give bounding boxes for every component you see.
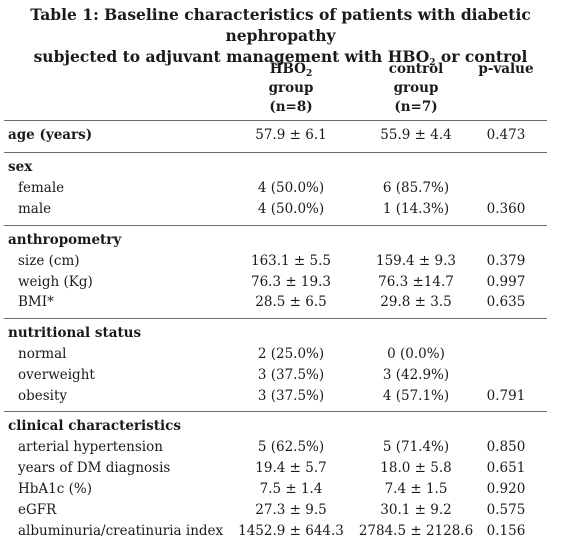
row-label: age (years) [8, 127, 93, 143]
table-row: obesity 3 (37.5%) 4 (57.1%) 0.791 [0, 386, 561, 407]
header-control-line2: group [393, 80, 439, 96]
p-value: 0.997 [486, 274, 526, 290]
table-title: Table 1: Baseline characteristics of pat… [0, 4, 561, 68]
control-value: 0 (0.0%) [387, 346, 445, 362]
hbo-value: 4 (50.0%) [257, 201, 325, 217]
header-hbo-line1: HBO2 [238, 60, 344, 79]
table-section-header: nutritional status [0, 323, 561, 344]
table-section-header: clinical characteristics [0, 416, 561, 437]
title-subscript: 2 [429, 58, 436, 68]
header-control-group: control group (n=7) [356, 60, 476, 117]
control-value: 4 (57.1%) [382, 388, 450, 404]
table-divider [4, 225, 547, 226]
row-label: eGFR [18, 502, 57, 518]
table-row: years of DM diagnosis 19.4 ± 5.7 18.0 ± … [0, 458, 561, 479]
hbo-value: 27.3 ± 9.5 [255, 502, 327, 518]
p-value: 0.379 [486, 253, 526, 269]
section-label: clinical characteristics [8, 418, 181, 434]
hbo-value: 2 (25.0%) [257, 346, 325, 362]
header-hbo-text: HBO [269, 61, 306, 77]
header-hbo-subscript: 2 [305, 69, 313, 79]
header-hbo-line3: (n=8) [269, 99, 313, 115]
section-label: nutritional status [8, 325, 142, 341]
control-value: 3 (42.9%) [382, 367, 450, 383]
hbo-value: 28.5 ± 6.5 [255, 294, 327, 310]
table-row: normal 2 (25.0%) 0 (0.0%) [0, 344, 561, 365]
p-value: 0.850 [486, 439, 526, 455]
table-row: BMI* 28.5 ± 6.5 29.8 ± 3.5 0.635 [0, 292, 561, 313]
table-divider [4, 152, 547, 153]
table-row: male 4 (50.0%) 1 (14.3%) 0.360 [0, 199, 561, 220]
table-row: weigh (Kg) 76.3 ± 19.3 76.3 ±14.7 0.997 [0, 272, 561, 293]
row-label: obesity [18, 388, 68, 404]
p-value: 0.575 [486, 502, 526, 518]
table-row: HbA1c (%) 7.5 ± 1.4 7.4 ± 1.5 0.920 [0, 479, 561, 500]
p-value: 0.635 [486, 294, 526, 310]
hbo-value: 19.4 ± 5.7 [255, 460, 327, 476]
table-row: size (cm) 163.1 ± 5.5 159.4 ± 9.3 0.379 [0, 251, 561, 272]
hbo-value: 3 (37.5%) [257, 388, 325, 404]
p-value: 0.651 [486, 460, 526, 476]
table-row: overweight 3 (37.5%) 3 (42.9%) [0, 365, 561, 386]
hbo-value: 5 (62.5%) [257, 439, 325, 455]
hbo-value: 76.3 ± 19.3 [250, 274, 331, 290]
row-label: HbA1c (%) [18, 481, 92, 497]
table-divider [4, 411, 547, 412]
table-divider [4, 120, 547, 121]
row-label: female [18, 180, 65, 196]
control-value: 55.9 ± 4.4 [380, 127, 452, 143]
header-control-line3: (n=7) [394, 99, 438, 115]
header-hbo-line2: group [268, 80, 314, 96]
control-value: 7.4 ± 1.5 [384, 481, 448, 497]
control-value: 30.1 ± 9.2 [380, 502, 452, 518]
p-value: 0.156 [486, 523, 526, 539]
section-label: anthropometry [8, 232, 122, 248]
table-section-header: sex [0, 157, 561, 178]
control-value: 76.3 ±14.7 [378, 274, 454, 290]
p-value: 0.360 [486, 201, 526, 217]
table-row: arterial hypertension 5 (62.5%) 5 (71.4%… [0, 437, 561, 458]
table-divider [4, 318, 547, 319]
header-control-line1: control [388, 61, 444, 77]
title-line-2: subjected to adjuvant management with HB… [0, 46, 561, 68]
control-value: 29.8 ± 3.5 [380, 294, 452, 310]
row-label: BMI* [18, 294, 54, 310]
p-value: 0.791 [486, 388, 526, 404]
hbo-value: 4 (50.0%) [257, 180, 325, 196]
table-row: albuminuria/creatinuria index 1452.9 ± 6… [0, 521, 561, 542]
header-p-value: p-value [476, 60, 536, 79]
row-label: weigh (Kg) [18, 274, 93, 290]
table-row: age (years) 57.9 ± 6.1 55.9 ± 4.4 0.473 [0, 125, 561, 146]
row-label: arterial hypertension [18, 439, 163, 455]
table-row: female 4 (50.0%) 6 (85.7%) [0, 178, 561, 199]
hbo-value: 57.9 ± 6.1 [255, 127, 327, 143]
table-section-header: anthropometry [0, 230, 561, 251]
control-value: 2784.5 ± 2128.6 [358, 523, 474, 539]
control-value: 5 (71.4%) [382, 439, 450, 455]
title-line-1: Table 1: Baseline characteristics of pat… [30, 5, 531, 45]
header-hbo-group: HBO2 group (n=8) [238, 60, 344, 117]
section-label: sex [8, 159, 33, 175]
hbo-value: 7.5 ± 1.4 [259, 481, 323, 497]
row-label: male [18, 201, 52, 217]
row-label: normal [18, 346, 67, 362]
control-value: 6 (85.7%) [382, 180, 450, 196]
title-line-2-text: subjected to adjuvant management with HB… [33, 47, 430, 66]
hbo-value: 1452.9 ± 644.3 [238, 523, 344, 539]
hbo-value: 163.1 ± 5.5 [250, 253, 331, 269]
control-value: 1 (14.3%) [382, 201, 450, 217]
row-label: albuminuria/creatinuria index [18, 523, 224, 539]
row-label: years of DM diagnosis [18, 460, 171, 476]
p-value: 0.920 [486, 481, 526, 497]
table-row: eGFR 27.3 ± 9.5 30.1 ± 9.2 0.575 [0, 500, 561, 521]
control-value: 18.0 ± 5.8 [380, 460, 452, 476]
title-line-2-tail: or control [435, 47, 528, 66]
p-value: 0.473 [486, 127, 526, 143]
hbo-value: 3 (37.5%) [257, 367, 325, 383]
header-pvalue-line1: p-value [478, 61, 534, 77]
control-value: 159.4 ± 9.3 [375, 253, 456, 269]
row-label: overweight [18, 367, 95, 383]
row-label: size (cm) [18, 253, 80, 269]
